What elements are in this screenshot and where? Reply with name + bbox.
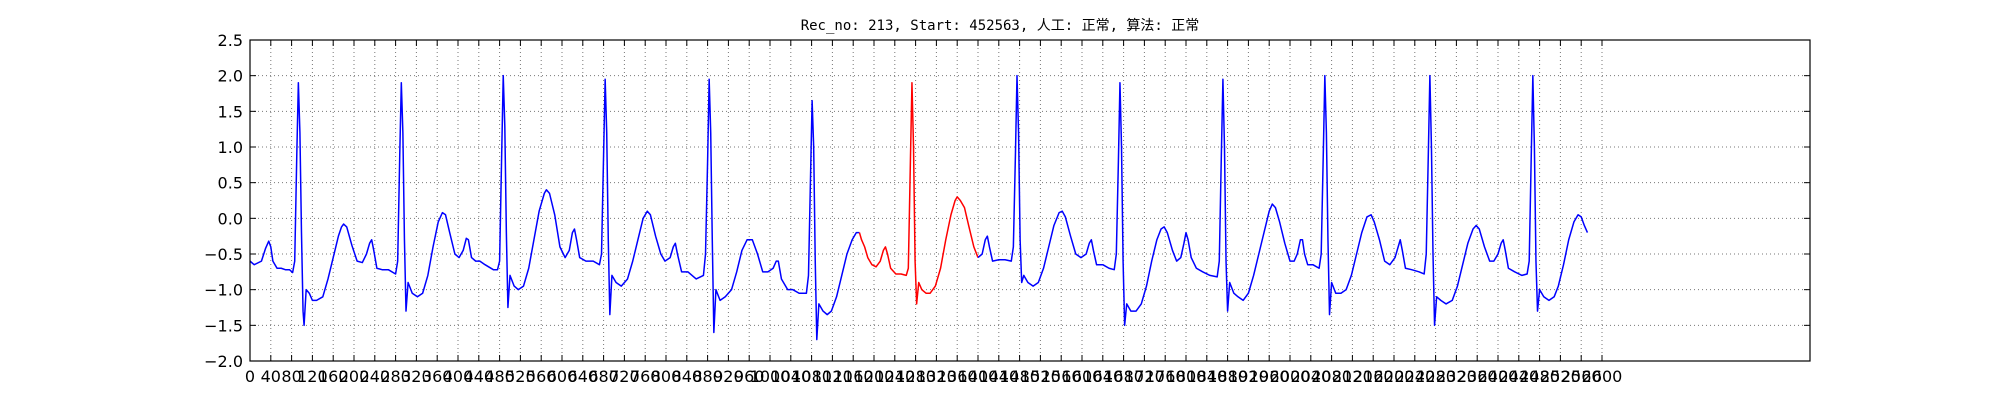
x-tick-label: 480 — [484, 367, 515, 386]
x-tick-label: 2360 — [1457, 367, 1498, 386]
x-tick-label: 2120 — [1332, 367, 1373, 386]
x-tick-label: 160 — [318, 367, 349, 386]
x-tick-label: 920 — [713, 367, 744, 386]
x-tick-label: 1640 — [1082, 367, 1123, 386]
series-line-2 — [858, 82, 979, 305]
x-tick-label: 1920 — [1228, 367, 1269, 386]
x-tick-label: 1560 — [1041, 367, 1082, 386]
y-tick-label: −2.0 — [204, 352, 243, 371]
x-tick-label: 880 — [692, 367, 723, 386]
x-tick-label: 1120 — [812, 367, 853, 386]
x-tick-label: 1840 — [1186, 367, 1227, 386]
x-tick-label: 1040 — [770, 367, 811, 386]
x-tick-label: 320 — [401, 367, 432, 386]
series-layer — [249, 74, 1589, 341]
x-tick-label: 1240 — [874, 367, 915, 386]
x-tick-label: 1720 — [1124, 367, 1165, 386]
x-tick-label: 2000 — [1270, 367, 1311, 386]
x-tick-label: 1880 — [1207, 367, 1248, 386]
x-tick-label: 1000 — [750, 367, 791, 386]
y-tick-label: 0.0 — [218, 209, 243, 228]
plot-frame — [249, 39, 1811, 362]
x-tick-label: 1960 — [1249, 367, 1290, 386]
x-tick-label: 1200 — [854, 367, 895, 386]
x-tick-label: 1800 — [1166, 367, 1207, 386]
x-tick-label: 720 — [609, 367, 640, 386]
series-line-3 — [977, 74, 1589, 327]
x-tick-label: 120 — [297, 367, 328, 386]
x-tick-label: 2240 — [1394, 367, 1435, 386]
x-tick-label: 360 — [422, 367, 453, 386]
x-tick-label: 1400 — [958, 367, 999, 386]
x-tick-label: 2440 — [1498, 367, 1539, 386]
x-tick-label: 1680 — [1103, 367, 1144, 386]
x-tick-label: 1760 — [1145, 367, 1186, 386]
x-tick-label: 560 — [526, 367, 557, 386]
x-tick-label: 40 — [261, 367, 281, 386]
x-tick-label: 400 — [443, 367, 474, 386]
x-tick-label: 2560 — [1561, 367, 1602, 386]
x-tick-label: 2280 — [1415, 367, 1456, 386]
x-tick-label: 1440 — [978, 367, 1019, 386]
x-tick-label: 2400 — [1478, 367, 1519, 386]
x-tick-label: 1600 — [1062, 367, 1103, 386]
x-tick-label: 600 — [547, 367, 578, 386]
x-tick-label: 2600 — [1582, 367, 1623, 386]
x-tick-label: 1360 — [937, 367, 978, 386]
x-tick-label: 2160 — [1353, 367, 1394, 386]
grid — [249, 39, 1810, 362]
x-tick-label: 2200 — [1374, 367, 1415, 386]
x-tick-label: 520 — [505, 367, 536, 386]
x-tick-label: 1320 — [916, 367, 957, 386]
x-tick-label: 2040 — [1290, 367, 1331, 386]
x-tick-label: 760 — [630, 367, 661, 386]
x-tick-label: 2480 — [1519, 367, 1560, 386]
x-tick-label: 1280 — [895, 367, 936, 386]
y-tick-label: 2.5 — [218, 31, 243, 50]
x-tick-label: 1480 — [999, 367, 1040, 386]
x-tick-label: 0 — [245, 367, 255, 386]
x-tick-label: 840 — [672, 367, 703, 386]
chart-title: Rec_no: 213, Start: 452563, 人工: 正常, 算法: … — [801, 18, 1200, 34]
y-tick-labels: 2.5 2.0 1.5 1.0 0.5 0.0 −0.5 −1.0 −1.5 −2.0 — [204, 31, 243, 371]
x-tick-label: 640 — [568, 367, 599, 386]
y-tick-label: −0.5 — [204, 245, 243, 264]
x-tick-label: 960 — [734, 367, 765, 386]
x-tick-label: 240 — [360, 367, 391, 386]
series-line-1 — [249, 74, 860, 341]
x-tick-label: 80 — [281, 367, 301, 386]
x-tick-label: 200 — [339, 367, 370, 386]
x-tick-label: 280 — [380, 367, 411, 386]
x-tick-label: 440 — [464, 367, 495, 386]
x-tick-labels: 0 40 8012016020024028032036040044048052056… — [245, 367, 1622, 386]
y-tick-label: 1.0 — [218, 138, 243, 157]
x-tick-label: 1520 — [1020, 367, 1061, 386]
y-tick-label: 0.5 — [218, 174, 243, 193]
y-tick-label: 2.0 — [218, 67, 243, 86]
x-tick-label: 2520 — [1540, 367, 1581, 386]
tick-layer — [249, 39, 1810, 362]
y-tick-label: 1.5 — [218, 102, 243, 121]
x-tick-label: 1080 — [791, 367, 832, 386]
x-tick-label: 680 — [588, 367, 619, 386]
y-tick-label: −1.5 — [204, 316, 243, 335]
x-tick-label: 2320 — [1436, 367, 1477, 386]
x-tick-label: 800 — [651, 367, 682, 386]
y-tick-label: −1.0 — [204, 281, 243, 300]
x-tick-label: 1160 — [833, 367, 874, 386]
x-tick-label: 2080 — [1311, 367, 1352, 386]
